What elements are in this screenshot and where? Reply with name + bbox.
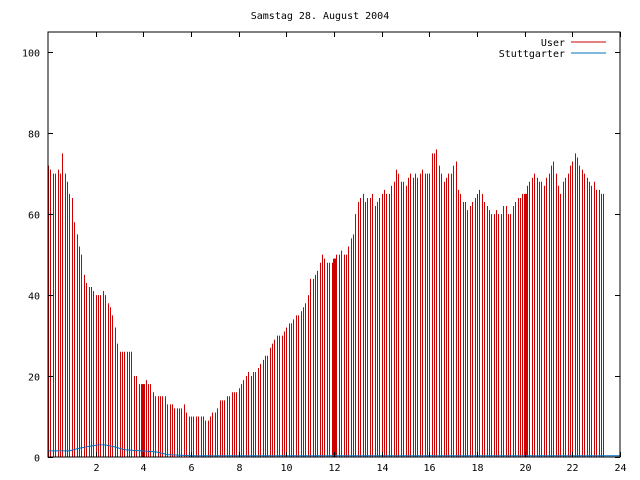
legend: User Stuttgarter [499, 38, 606, 60]
x-tick-label: 16 [423, 463, 435, 474]
x-tick-label: 10 [280, 463, 292, 474]
x-tick-label: 12 [328, 463, 340, 474]
y-axis: 0 20 40 60 80 100 [22, 49, 620, 465]
x-axis: 2 4 6 8 10 12 14 16 18 20 22 24 [93, 32, 627, 474]
x-tick-label: 24 [614, 463, 626, 474]
x-tick-label: 20 [519, 463, 531, 474]
x-tick-label: 6 [188, 463, 194, 474]
x-tick-label: 2 [93, 463, 99, 474]
legend-label-stuttgarter: Stuttgarter [499, 49, 565, 60]
chart-title: Samstag 28. August 2004 [251, 11, 389, 22]
x-tick-label: 8 [236, 463, 242, 474]
legend-label-user: User [541, 38, 565, 49]
y-tick-label: 0 [34, 454, 40, 465]
x-tick-label: 4 [140, 463, 146, 474]
user-bars [48, 149, 604, 457]
y-tick-label: 60 [28, 211, 40, 222]
y-tick-label: 40 [28, 292, 40, 303]
x-tick-label: 18 [471, 463, 483, 474]
x-tick-label: 22 [566, 463, 578, 474]
y-tick-label: 80 [28, 130, 40, 141]
x-tick-label: 14 [376, 463, 388, 474]
stuttgarter-series-line [48, 444, 620, 457]
y-tick-label: 100 [22, 49, 40, 60]
y-tick-label: 20 [28, 373, 40, 384]
